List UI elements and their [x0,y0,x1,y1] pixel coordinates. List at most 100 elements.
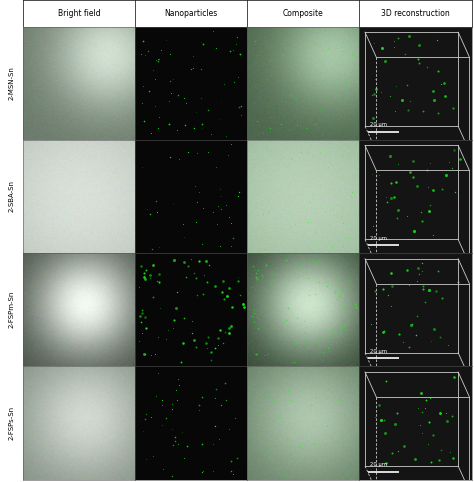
Point [394,447,401,455]
Point [302,269,310,277]
Point [141,52,149,59]
Point [342,234,349,242]
Point [379,285,387,293]
Point [456,156,464,163]
Point [346,277,354,285]
Text: Composite: Composite [283,9,324,18]
Point [136,283,143,291]
Point [170,201,177,208]
Point [434,109,442,117]
Point [448,164,456,172]
Point [251,427,259,434]
Point [271,402,278,409]
Point [454,278,462,286]
Text: 2-MSN-Sn: 2-MSN-Sn [9,66,14,100]
Point [188,318,195,325]
Point [179,428,186,436]
Point [192,275,200,282]
Point [300,254,307,262]
Point [310,240,318,248]
Point [235,192,242,200]
Point [285,305,292,312]
Point [305,199,313,206]
Point [400,338,407,346]
Point [236,291,243,298]
Point [314,257,322,265]
Point [212,44,219,52]
Point [181,121,189,129]
Point [190,125,198,133]
Point [235,188,243,196]
Point [304,275,312,282]
Point [219,277,227,284]
Point [267,279,275,286]
Point [173,305,180,312]
Point [220,295,228,303]
Point [266,57,273,65]
Point [172,387,180,394]
Point [390,43,397,51]
Point [450,147,457,154]
Point [340,457,347,465]
Point [346,34,354,41]
Point [443,417,450,425]
Point [152,392,160,400]
Point [394,206,402,214]
Point [199,393,206,401]
Text: 20 μm: 20 μm [370,462,386,467]
Point [322,440,329,448]
Point [383,198,391,205]
Point [281,405,288,413]
Point [296,262,304,270]
Point [387,269,394,277]
Point [136,312,144,320]
Point [449,104,457,112]
Point [270,421,278,429]
Point [328,326,336,334]
Point [249,50,256,58]
Point [302,336,310,344]
Point [175,156,183,163]
Point [341,46,349,54]
Point [347,188,355,196]
Point [432,287,439,295]
Point [247,417,255,425]
Point [255,410,262,417]
Point [169,401,176,408]
Point [258,271,266,279]
Point [283,316,290,323]
Point [168,425,176,432]
Point [215,341,222,349]
Point [346,273,354,281]
Point [248,336,255,344]
Point [406,344,413,351]
Point [347,192,355,200]
Point [348,291,356,298]
Point [221,379,229,387]
Point [268,55,275,63]
Point [348,188,356,196]
Point [141,118,148,125]
Point [387,194,395,201]
Point [150,452,157,459]
Point [367,321,375,328]
Point [403,212,410,219]
Point [305,218,312,226]
Point [250,329,257,336]
Point [302,125,310,133]
Point [321,209,329,216]
Point [252,350,260,358]
Point [337,214,345,221]
Point [240,304,247,311]
Point [141,415,149,423]
Point [251,309,258,317]
Point [207,348,215,356]
Point [174,91,182,99]
Point [393,409,401,416]
Point [310,440,318,447]
Point [380,416,388,424]
Point [201,271,208,279]
Point [195,406,203,414]
Point [198,94,205,102]
Point [314,339,322,347]
